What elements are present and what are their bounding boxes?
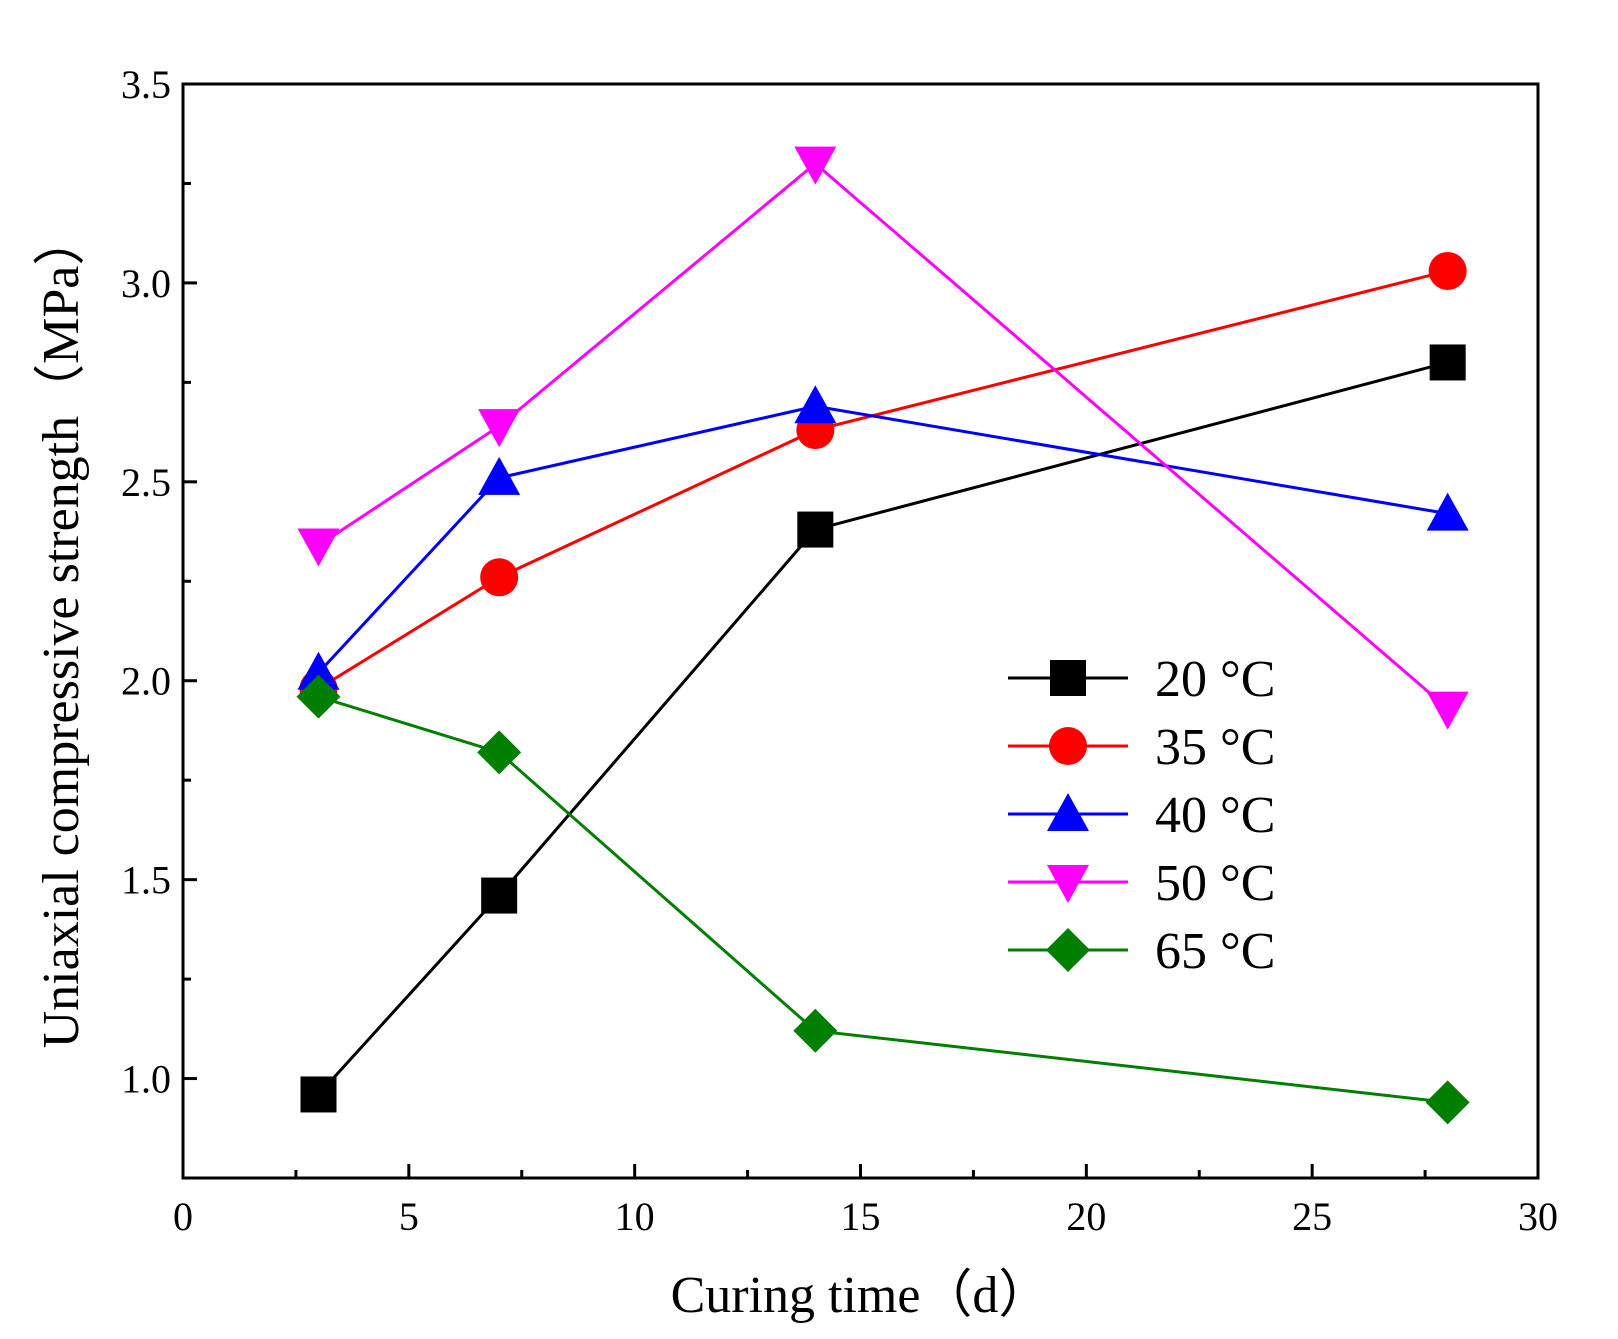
legend-item: 65 °C: [1008, 923, 1275, 980]
data-point: [1425, 1080, 1470, 1125]
y-tick-label: 3.0: [121, 261, 171, 306]
x-tick-label: 25: [1292, 1194, 1332, 1239]
x-tick-label: 0: [173, 1194, 193, 1239]
series-2: [297, 385, 1469, 690]
x-tick-label: 10: [615, 1194, 655, 1239]
y-axis-title: Uniaxial compressive strength（MPa）: [33, 214, 90, 1049]
series-1: [299, 251, 1467, 708]
series-line: [317, 404, 1448, 674]
data-point: [797, 511, 834, 548]
series-3: [297, 146, 1469, 730]
y-tick-label: 1.5: [121, 858, 171, 903]
series-line: [318, 695, 1448, 1104]
data-point: [1426, 492, 1469, 531]
data-point: [481, 877, 518, 914]
legend-marker: [1047, 865, 1089, 903]
data-point: [480, 558, 519, 597]
legend-marker: [1050, 660, 1086, 696]
legend-item: 35 °C: [1008, 719, 1275, 776]
legend-label: 65 °C: [1155, 923, 1275, 980]
legend-item: 40 °C: [1008, 787, 1275, 844]
x-tick-label: 20: [1066, 1194, 1106, 1239]
data-point: [297, 528, 340, 567]
y-tick-label: 2.5: [121, 460, 171, 505]
legend: 20 °C 35 °C 40 °C 50 °C 65 °C: [1008, 651, 1275, 980]
data-point: [1429, 344, 1466, 381]
data-point: [478, 409, 521, 448]
data-point: [794, 146, 837, 185]
series-line: [317, 361, 1449, 1096]
x-tick-label: 30: [1518, 1194, 1558, 1239]
data-point: [478, 456, 521, 495]
legend-label: 20 °C: [1155, 651, 1275, 708]
data-point: [793, 1008, 838, 1053]
data-point: [297, 651, 340, 690]
y-tick-label: 3.5: [121, 62, 171, 107]
series-line: [317, 161, 1449, 710]
legend-marker: [1049, 727, 1087, 765]
x-axis-title: Curing time（d）: [671, 1267, 1051, 1324]
legend-marker: [1046, 928, 1090, 972]
data-point: [1426, 691, 1469, 730]
data-point: [296, 674, 341, 719]
series-layer: [296, 146, 1470, 1125]
x-tick-label: 5: [399, 1194, 419, 1239]
plot-frame: [181, 82, 1540, 1180]
x-tick-label: 15: [841, 1194, 881, 1239]
data-point: [477, 730, 522, 775]
y-tick-label: 2.0: [121, 659, 171, 704]
series-4: [296, 674, 1470, 1125]
legend-label: 50 °C: [1155, 855, 1275, 912]
data-point: [300, 1076, 337, 1113]
y-tick-label: 1.0: [121, 1057, 171, 1102]
data-point: [1428, 251, 1467, 290]
legend-marker: [1047, 793, 1089, 831]
legend-label: 40 °C: [1155, 787, 1275, 844]
legend-item: 20 °C: [1008, 651, 1275, 708]
legend-item: 50 °C: [1008, 855, 1275, 912]
legend-label: 35 °C: [1155, 719, 1275, 776]
axes: 0 5 10 15 20 25 30 1.0 1.5 2.0 2.5 3.0 3.5 Curing tim…: [33, 62, 1558, 1324]
series-0: [300, 344, 1466, 1113]
series-line: [317, 269, 1449, 690]
data-point: [794, 385, 837, 424]
